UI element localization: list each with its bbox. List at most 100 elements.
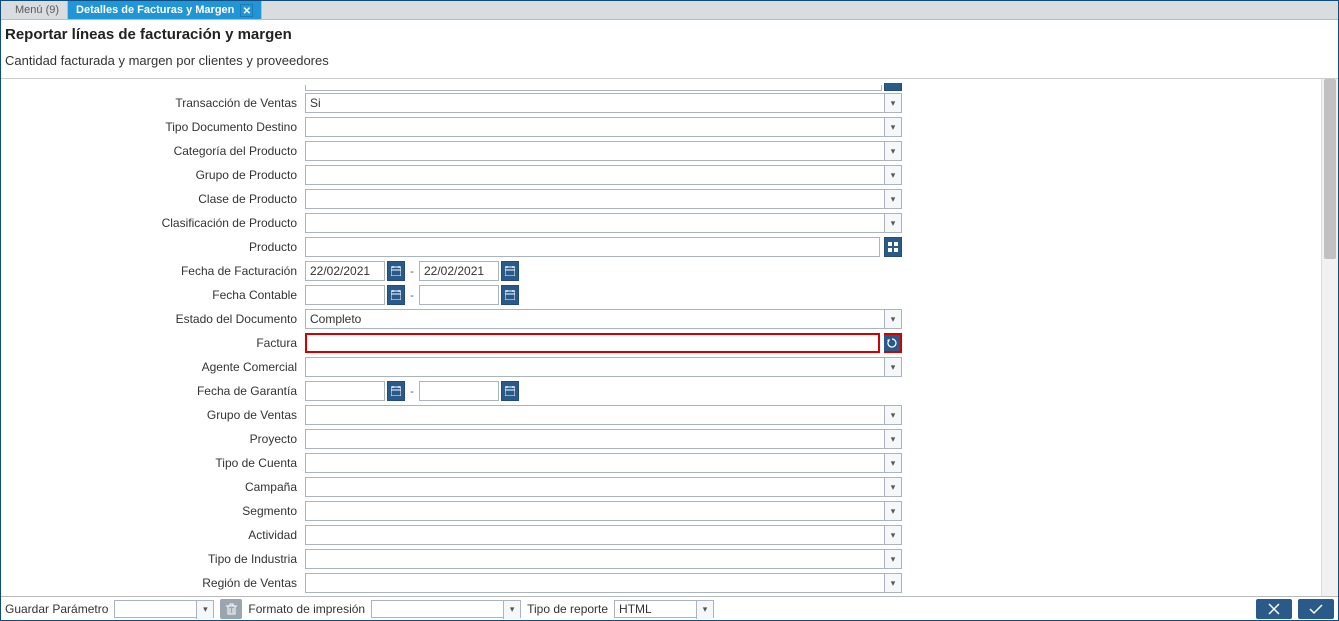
scrollbar-thumb[interactable] [1324, 79, 1336, 259]
select-grupo-ventas[interactable] [305, 405, 902, 425]
select-tipo-reporte[interactable]: HTML [614, 600, 714, 618]
label-clasificacion-producto: Clasificación de Producto [5, 216, 305, 230]
lookup-producto-button[interactable] [884, 237, 902, 257]
app-window: Menú (9) Detalles de Facturas y Margen ✕… [0, 0, 1339, 621]
row-campana: Campaña [5, 475, 1291, 499]
check-icon [1308, 602, 1324, 616]
label-fecha-facturacion: Fecha de Facturación [5, 264, 305, 278]
tab-active-label: Detalles de Facturas y Margen [76, 4, 234, 16]
lookup-factura-button[interactable] [884, 333, 902, 353]
date-separator: - [407, 288, 417, 302]
label-fecha-contable: Fecha Contable [5, 288, 305, 302]
row-clasificacion-producto: Clasificación de Producto [5, 211, 1291, 235]
select-clase-producto[interactable] [305, 189, 902, 209]
page-subtitle: Cantidad facturada y margen por clientes… [5, 53, 1334, 68]
row-fecha-contable: Fecha Contable - [5, 283, 1291, 307]
input-factura[interactable] [305, 333, 880, 353]
row-grupo-ventas: Grupo de Ventas [5, 403, 1291, 427]
select-grupo-producto[interactable] [305, 165, 902, 185]
input-fecha-facturacion-to[interactable]: 22/02/2021 [419, 261, 499, 281]
calendar-icon [505, 290, 515, 300]
row-tipo-cuenta: Tipo de Cuenta [5, 451, 1291, 475]
calendar-from-button-2[interactable] [387, 285, 405, 305]
select-actividad[interactable] [305, 525, 902, 545]
row-grupo-producto: Grupo de Producto [5, 163, 1291, 187]
select-region-ventas[interactable] [305, 573, 902, 593]
label-region-ventas: Región de Ventas [5, 576, 305, 590]
close-icon [1267, 602, 1281, 616]
partial-select-stub[interactable] [305, 85, 882, 91]
input-fecha-garantia-to[interactable] [419, 381, 499, 401]
label-fecha-garantia: Fecha de Garantía [5, 384, 305, 398]
close-icon[interactable]: ✕ [240, 4, 253, 17]
select-transaccion-ventas[interactable]: Si [305, 93, 902, 113]
select-formato-impresion[interactable] [371, 600, 521, 618]
trash-icon [226, 603, 237, 615]
form-panel: Transacción de Ventas Si Tipo Documento … [1, 79, 1321, 596]
select-campana[interactable] [305, 477, 902, 497]
select-tipo-doc-destino[interactable] [305, 117, 902, 137]
tabs-bar: Menú (9) Detalles de Facturas y Margen ✕ [1, 1, 1338, 20]
calendar-from-button[interactable] [387, 261, 405, 281]
partial-row-top [5, 81, 1291, 91]
calendar-icon [391, 290, 401, 300]
row-tipo-industria: Tipo de Industria [5, 547, 1291, 571]
label-tipo-doc-destino: Tipo Documento Destino [5, 120, 305, 134]
confirm-button[interactable] [1298, 599, 1334, 619]
label-factura: Factura [5, 336, 305, 350]
tab-active[interactable]: Detalles de Facturas y Margen ✕ [68, 1, 262, 19]
select-agente-comercial[interactable] [305, 357, 902, 377]
main-wrap: Transacción de Ventas Si Tipo Documento … [1, 79, 1338, 596]
input-fecha-contable-from[interactable] [305, 285, 385, 305]
grid-icon [888, 242, 898, 252]
row-clase-producto: Clase de Producto [5, 187, 1291, 211]
page-title: Reportar líneas de facturación y margen [5, 26, 1334, 43]
row-fecha-facturacion: Fecha de Facturación 22/02/2021 - 22/02/… [5, 259, 1291, 283]
footer-bar: Guardar Parámetro Formato de impresión T… [1, 596, 1338, 620]
row-segmento: Segmento [5, 499, 1291, 523]
row-factura: Factura [5, 331, 1291, 355]
input-fecha-contable-to[interactable] [419, 285, 499, 305]
label-tipo-reporte: Tipo de reporte [527, 602, 608, 616]
date-separator: - [407, 264, 417, 278]
select-guardar-parametro[interactable] [114, 600, 214, 618]
page-header: Reportar líneas de facturación y margen … [1, 20, 1338, 79]
select-tipo-industria[interactable] [305, 549, 902, 569]
calendar-to-button-3[interactable] [501, 381, 519, 401]
label-guardar-parametro: Guardar Parámetro [5, 602, 108, 616]
calendar-icon [505, 386, 515, 396]
label-proyecto: Proyecto [5, 432, 305, 446]
select-clasificacion-producto[interactable] [305, 213, 902, 233]
calendar-to-button-2[interactable] [501, 285, 519, 305]
delete-button[interactable] [220, 599, 242, 619]
vertical-scrollbar[interactable] [1321, 79, 1338, 596]
calendar-icon [391, 386, 401, 396]
input-fecha-garantia-from[interactable] [305, 381, 385, 401]
select-categoria-producto[interactable] [305, 141, 902, 161]
row-proyecto: Proyecto [5, 427, 1291, 451]
input-producto[interactable] [305, 237, 880, 257]
label-segmento: Segmento [5, 504, 305, 518]
row-actividad: Actividad [5, 523, 1291, 547]
label-grupo-producto: Grupo de Producto [5, 168, 305, 182]
select-proyecto[interactable] [305, 429, 902, 449]
partial-button-stub[interactable] [884, 83, 902, 91]
tab-menu-label: Menú (9) [15, 4, 59, 16]
input-fecha-facturacion-from[interactable]: 22/02/2021 [305, 261, 385, 281]
row-fecha-garantia: Fecha de Garantía - [5, 379, 1291, 403]
calendar-icon [505, 266, 515, 276]
select-tipo-cuenta[interactable] [305, 453, 902, 473]
label-tipo-industria: Tipo de Industria [5, 552, 305, 566]
tab-menu[interactable]: Menú (9) [7, 1, 68, 19]
calendar-to-button[interactable] [501, 261, 519, 281]
cancel-button[interactable] [1256, 599, 1292, 619]
select-segmento[interactable] [305, 501, 902, 521]
row-transaccion-ventas: Transacción de Ventas Si [5, 91, 1291, 115]
label-agente-comercial: Agente Comercial [5, 360, 305, 374]
row-region-ventas: Región de Ventas [5, 571, 1291, 595]
calendar-from-button-3[interactable] [387, 381, 405, 401]
row-tipo-doc-destino: Tipo Documento Destino [5, 115, 1291, 139]
date-separator: - [407, 384, 417, 398]
calendar-icon [391, 266, 401, 276]
select-estado-documento[interactable]: Completo [305, 309, 902, 329]
